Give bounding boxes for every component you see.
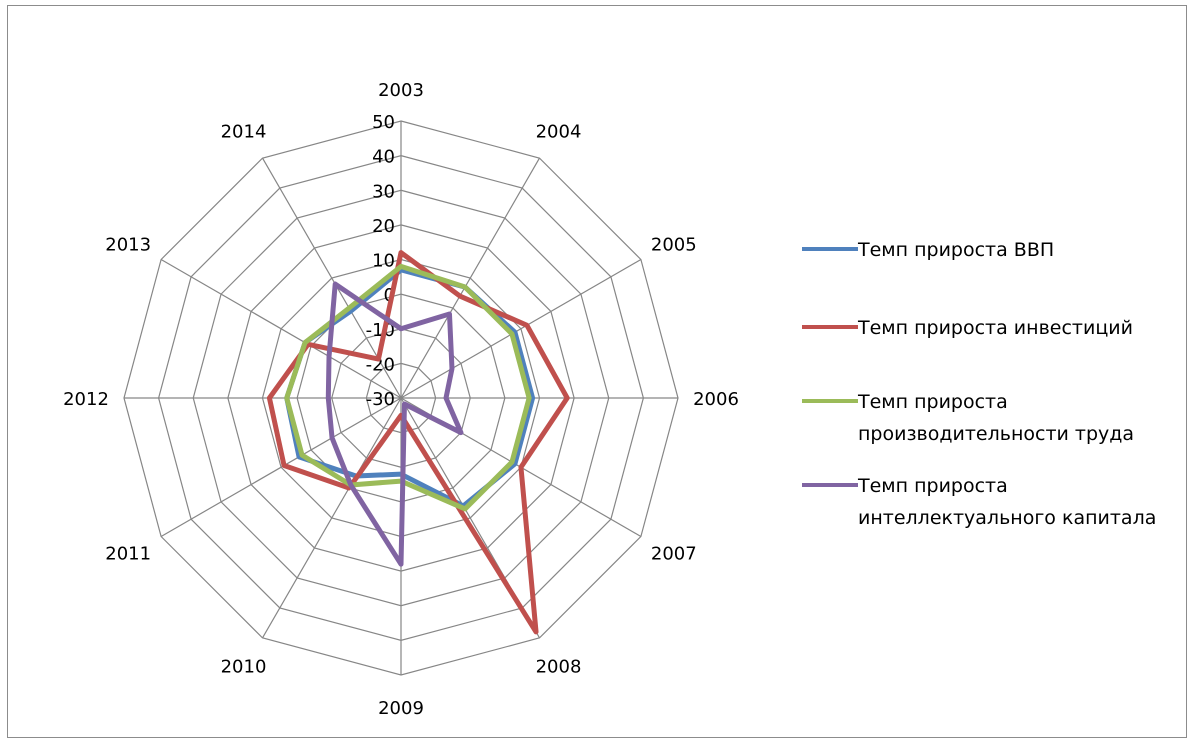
- legend-item: Темп прироста ВВП: [802, 234, 1054, 266]
- category-label: 2004: [536, 121, 582, 142]
- legend-item: Темп прироста производительности труда: [802, 386, 1158, 450]
- series-line: [266, 250, 570, 635]
- radial-tick-label: 20: [372, 216, 395, 237]
- radial-tick-label: 10: [372, 251, 395, 272]
- category-label: 2009: [378, 698, 424, 719]
- legend-label: Темп прироста производительности труда: [858, 391, 1135, 445]
- radial-tick-label: -30: [366, 389, 395, 410]
- category-label: 2005: [651, 235, 697, 256]
- legend-swatch: [802, 247, 858, 251]
- legend-label: Темп прироста инвестиций: [858, 317, 1133, 339]
- chart-area: 50 40 30 20 10 0 -10 -20 -30 2003 2004 2005 2006 200…: [7, 5, 1187, 738]
- legend-label: Темп прироста ВВП: [858, 239, 1055, 261]
- grid-spoke: [400, 258, 642, 399]
- category-label: 2006: [693, 389, 739, 410]
- category-label: 2012: [63, 389, 109, 410]
- radial-tick-label: 30: [372, 181, 395, 202]
- radial-tick-label: 40: [372, 147, 395, 168]
- legend-swatch: [802, 483, 858, 487]
- legend-swatch: [802, 399, 858, 403]
- category-label: 2008: [536, 657, 582, 678]
- series-line: [325, 281, 464, 567]
- series-line: [284, 263, 532, 512]
- radial-tick-label: 50: [372, 112, 395, 133]
- legend-item: Темп прироста инвестиций: [802, 312, 1133, 344]
- category-label: 2014: [221, 121, 267, 142]
- category-label: 2011: [105, 544, 151, 565]
- grid-spoke: [400, 157, 541, 399]
- radar-grid: [123, 120, 679, 676]
- category-label: 2013: [105, 235, 151, 256]
- legend-label: Темп прироста интеллектуального капитала: [858, 475, 1157, 529]
- category-label: 2003: [378, 80, 424, 101]
- legend-swatch: [802, 325, 858, 329]
- series-lines: [266, 250, 570, 635]
- category-labels: 2003200420052006200720082009201020112012…: [63, 80, 739, 719]
- grid-spoke: [261, 397, 402, 639]
- category-label: 2010: [221, 657, 267, 678]
- radial-tick-label: 0: [384, 285, 395, 306]
- legend-item: Темп прироста интеллектуального капитала: [802, 470, 1158, 534]
- grid-spoke: [160, 258, 402, 399]
- category-label: 2007: [651, 544, 697, 565]
- grid-spoke: [160, 397, 402, 538]
